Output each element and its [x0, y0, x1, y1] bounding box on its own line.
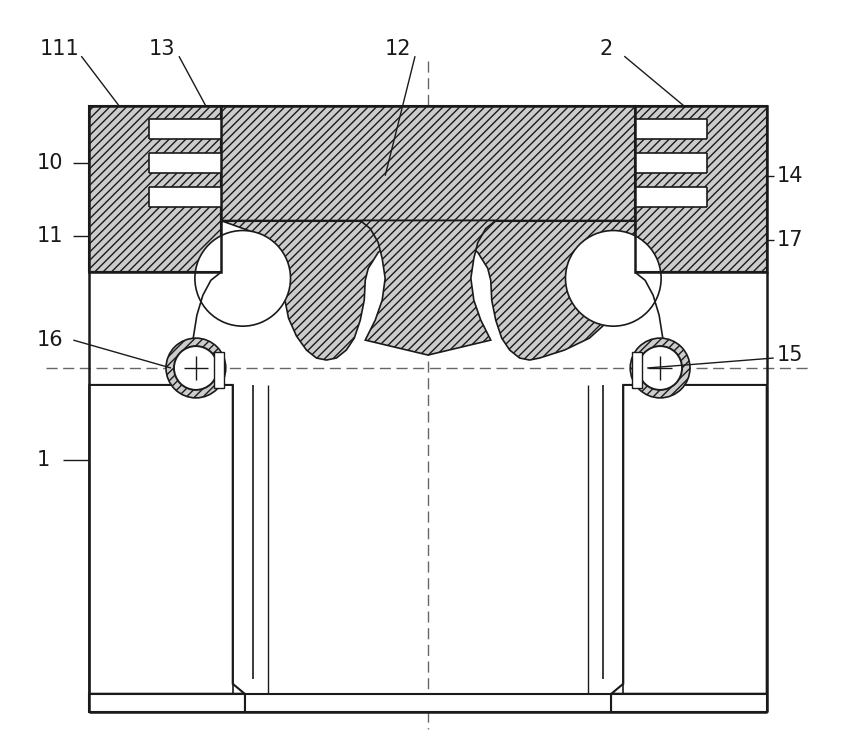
Circle shape — [566, 230, 661, 326]
Polygon shape — [635, 187, 707, 207]
Polygon shape — [149, 153, 221, 173]
Text: 12: 12 — [385, 39, 412, 59]
Polygon shape — [635, 119, 707, 139]
Circle shape — [630, 338, 690, 398]
Text: 14: 14 — [776, 166, 803, 185]
Polygon shape — [245, 694, 611, 712]
Polygon shape — [635, 106, 767, 272]
Text: 1: 1 — [37, 450, 50, 470]
Circle shape — [639, 346, 682, 390]
Polygon shape — [89, 106, 221, 272]
Text: 15: 15 — [776, 345, 803, 365]
Text: 111: 111 — [39, 39, 80, 59]
Circle shape — [174, 346, 217, 390]
Text: 16: 16 — [37, 330, 63, 350]
Polygon shape — [360, 221, 496, 355]
Text: 10: 10 — [37, 153, 63, 173]
Polygon shape — [149, 187, 221, 207]
Text: 11: 11 — [37, 225, 63, 246]
Text: 2: 2 — [599, 39, 613, 59]
Polygon shape — [214, 352, 223, 388]
Circle shape — [195, 230, 290, 326]
Circle shape — [166, 338, 226, 398]
Polygon shape — [611, 694, 767, 712]
Polygon shape — [221, 106, 635, 221]
Polygon shape — [633, 352, 642, 388]
Polygon shape — [221, 221, 635, 360]
Text: 17: 17 — [776, 230, 803, 250]
Text: 13: 13 — [149, 39, 175, 59]
Polygon shape — [611, 385, 767, 694]
Polygon shape — [635, 153, 707, 173]
Polygon shape — [149, 119, 221, 139]
Polygon shape — [89, 694, 245, 712]
Polygon shape — [89, 385, 245, 694]
